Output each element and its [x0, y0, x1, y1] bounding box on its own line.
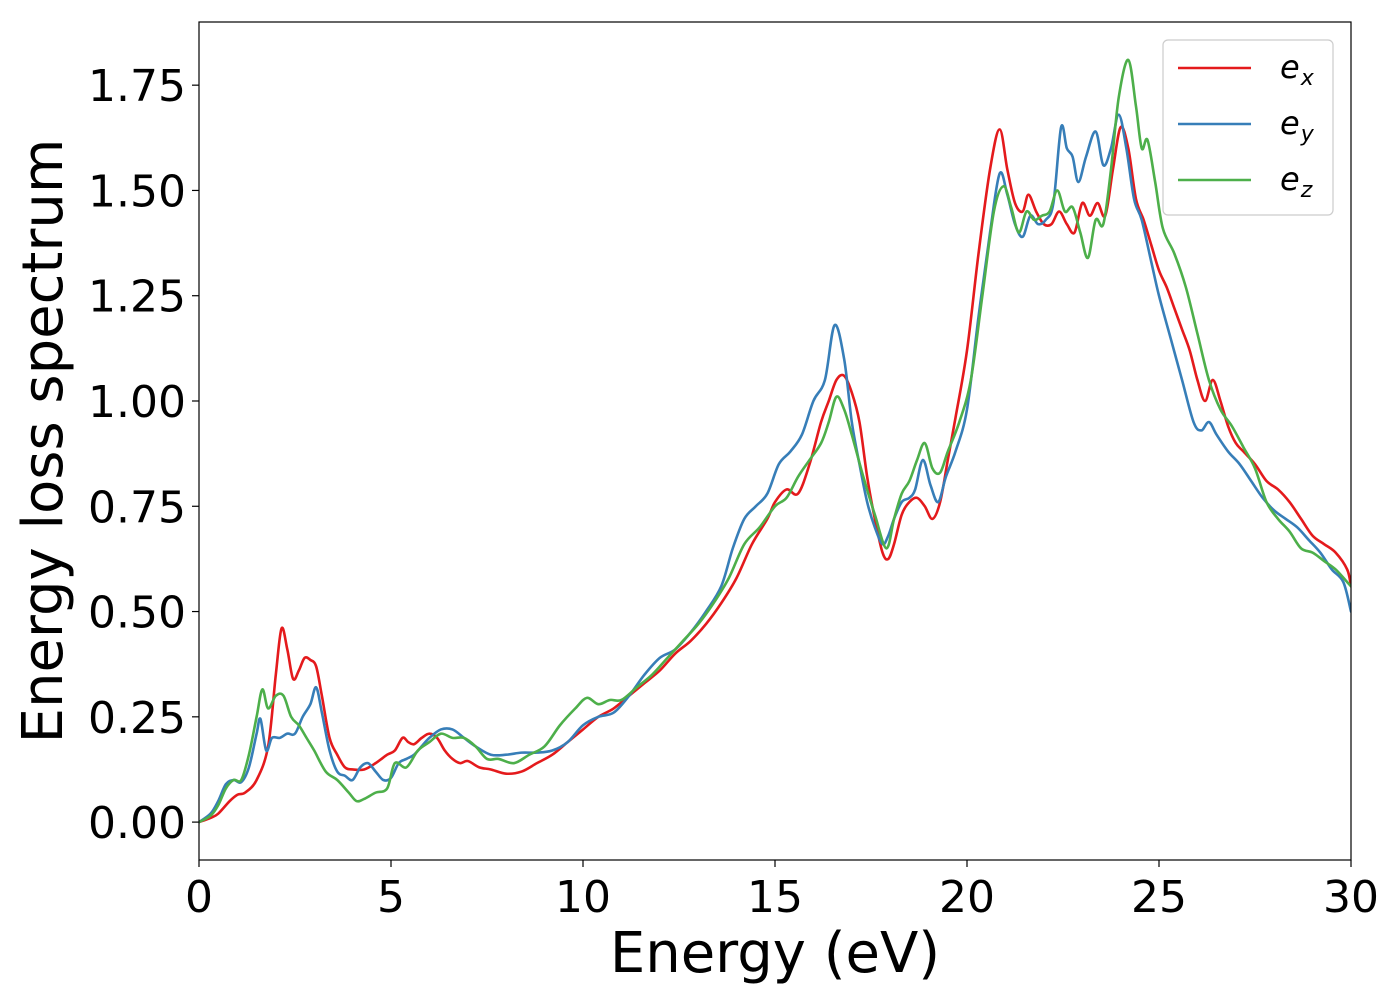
y-axis: 0.00 0.25 0.50 0.75 1.00 1.25 1.50 1.75 [88, 61, 199, 849]
legend-box [1162, 39, 1334, 216]
x-axis-title: Energy (eV) [610, 921, 940, 986]
legend-label-y: ey [1280, 104, 1315, 147]
series-line-y [199, 113, 1351, 824]
legend-label-x: ex [1280, 48, 1315, 91]
x-tick-label: 30 [1323, 872, 1379, 923]
y-tick-label: 1.50 [88, 166, 186, 217]
legend: ex ey ez [1162, 39, 1334, 216]
y-tick-label: 0.25 [88, 693, 186, 744]
x-tick-label: 10 [555, 872, 611, 923]
y-tick-label: 0.75 [88, 482, 186, 533]
y-tick-label: 0.50 [88, 588, 186, 639]
series-line-z [199, 58, 1351, 824]
x-tick-label: 25 [1131, 872, 1187, 923]
x-tick-label: 20 [939, 872, 995, 923]
x-axis: 0 5 10 15 20 25 30 [185, 860, 1379, 923]
series-lines [199, 58, 1351, 824]
x-tick-label: 5 [377, 872, 405, 923]
x-tick-label: 15 [747, 872, 803, 923]
x-tick-label: 0 [185, 872, 213, 923]
y-tick-label: 1.25 [88, 272, 186, 323]
y-tick-label: 0.00 [88, 798, 186, 849]
y-tick-label: 1.75 [88, 61, 186, 112]
y-tick-label: 1.00 [88, 377, 186, 428]
y-axis-title: Energy loss spectrum [11, 139, 76, 744]
legend-label-z: ez [1280, 160, 1313, 203]
